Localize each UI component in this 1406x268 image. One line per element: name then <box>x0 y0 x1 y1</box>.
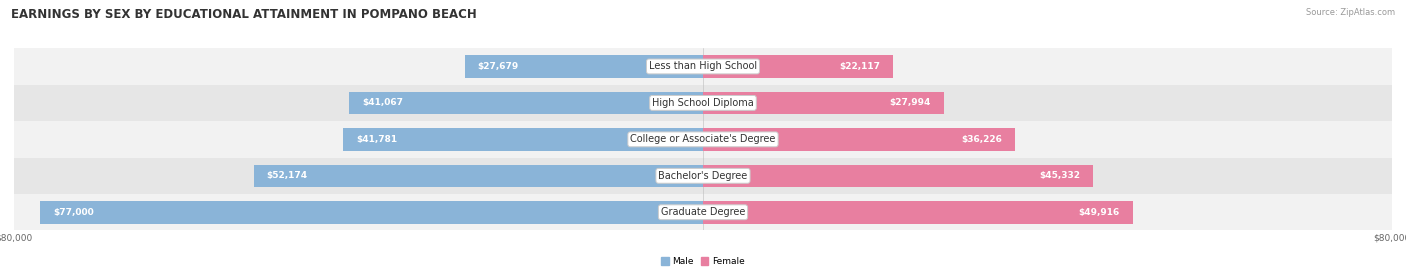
Bar <box>349 92 703 114</box>
Bar <box>703 165 1094 187</box>
Bar <box>14 85 1392 121</box>
Text: Less than High School: Less than High School <box>650 61 756 72</box>
Bar <box>703 92 943 114</box>
Text: Bachelor's Degree: Bachelor's Degree <box>658 171 748 181</box>
Bar <box>343 128 703 151</box>
Text: $52,174: $52,174 <box>267 171 308 180</box>
Bar <box>703 201 1133 224</box>
Bar <box>14 48 1392 85</box>
Text: $27,994: $27,994 <box>890 98 931 107</box>
Bar <box>39 201 703 224</box>
Bar <box>703 55 893 78</box>
Text: College or Associate's Degree: College or Associate's Degree <box>630 134 776 144</box>
Bar <box>14 158 1392 194</box>
Text: $36,226: $36,226 <box>962 135 1002 144</box>
Text: $22,117: $22,117 <box>839 62 880 71</box>
Text: $77,000: $77,000 <box>53 208 94 217</box>
Text: Source: ZipAtlas.com: Source: ZipAtlas.com <box>1306 8 1395 17</box>
Bar <box>14 194 1392 230</box>
Text: $41,781: $41,781 <box>356 135 398 144</box>
Text: High School Diploma: High School Diploma <box>652 98 754 108</box>
Text: $27,679: $27,679 <box>478 62 519 71</box>
Bar <box>464 55 703 78</box>
Bar <box>14 121 1392 158</box>
Legend: Male, Female: Male, Female <box>661 257 745 266</box>
Bar <box>703 128 1015 151</box>
Bar <box>253 165 703 187</box>
Text: $41,067: $41,067 <box>363 98 404 107</box>
Text: Graduate Degree: Graduate Degree <box>661 207 745 217</box>
Text: EARNINGS BY SEX BY EDUCATIONAL ATTAINMENT IN POMPANO BEACH: EARNINGS BY SEX BY EDUCATIONAL ATTAINMEN… <box>11 8 477 21</box>
Text: $49,916: $49,916 <box>1078 208 1121 217</box>
Text: $45,332: $45,332 <box>1039 171 1080 180</box>
